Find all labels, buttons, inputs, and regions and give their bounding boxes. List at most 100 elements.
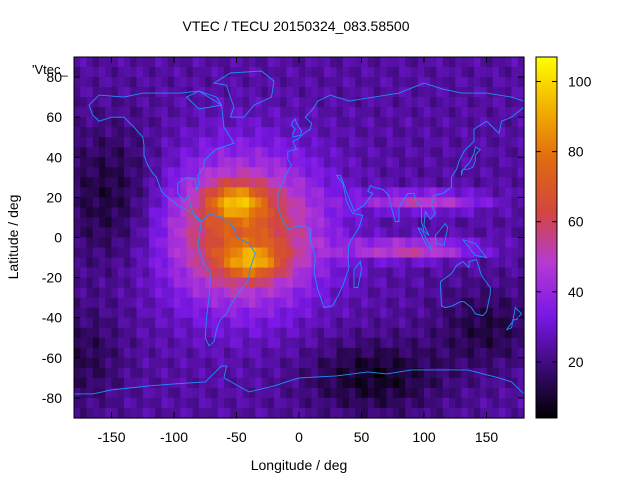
heat-cell xyxy=(474,227,481,239)
heat-cell xyxy=(317,157,325,168)
heat-cell xyxy=(111,57,119,68)
heat-cell xyxy=(242,137,250,148)
heat-cell xyxy=(249,187,256,198)
heat-cell xyxy=(486,327,494,339)
heat-cell xyxy=(492,147,500,158)
heat-cell xyxy=(449,167,456,178)
heat-cell xyxy=(436,387,444,399)
heat-cell xyxy=(492,57,500,68)
heat-cell xyxy=(480,57,488,68)
heat-cell xyxy=(361,287,369,299)
heat-cell xyxy=(186,147,194,158)
heat-cell xyxy=(411,317,419,329)
heat-cell xyxy=(361,97,369,108)
heat-cell xyxy=(92,87,100,98)
heat-cell xyxy=(399,67,406,78)
heat-cell xyxy=(180,127,188,138)
heat-cell xyxy=(205,377,213,389)
heat-cell xyxy=(155,337,163,349)
heat-cell xyxy=(80,57,88,68)
heat-cell xyxy=(217,247,225,259)
heat-cell xyxy=(367,67,375,78)
heat-cell xyxy=(286,117,294,128)
heat-cell xyxy=(161,67,169,78)
heat-cell xyxy=(386,357,394,369)
heat-cell xyxy=(499,407,506,419)
heat-cell xyxy=(267,77,275,88)
heat-cell xyxy=(199,257,206,269)
heat-cell xyxy=(261,367,269,379)
heat-cell xyxy=(511,207,519,219)
heat-cell xyxy=(236,157,244,168)
heat-cell xyxy=(130,217,138,229)
heat-cell xyxy=(336,327,344,339)
heat-cell xyxy=(205,197,213,209)
heat-cell xyxy=(274,77,281,88)
heat-cell xyxy=(292,237,300,249)
heat-cell xyxy=(411,57,419,68)
heat-cell xyxy=(180,257,188,269)
heat-cell xyxy=(324,257,331,269)
heat-cell xyxy=(92,357,100,369)
heat-cell xyxy=(74,57,81,68)
heat-cell xyxy=(330,297,338,309)
heat-cell xyxy=(405,117,413,128)
heat-cell xyxy=(155,187,163,198)
heat-cell xyxy=(417,347,425,359)
heat-cell xyxy=(74,97,81,108)
heat-cell xyxy=(280,77,288,88)
heat-cell xyxy=(405,367,413,379)
heat-cell xyxy=(80,127,88,138)
heat-cell xyxy=(499,107,506,118)
heat-cell xyxy=(205,347,213,359)
heat-cell xyxy=(149,307,156,319)
heat-cell xyxy=(305,257,313,269)
heat-cell xyxy=(436,137,444,148)
heat-cell xyxy=(292,87,300,98)
heat-cell xyxy=(305,197,313,209)
heat-cell xyxy=(111,77,119,88)
heat-cell xyxy=(136,257,144,269)
heat-cell xyxy=(336,317,344,329)
heat-cell xyxy=(461,337,469,349)
heat-cell xyxy=(99,97,106,108)
heat-cell xyxy=(336,357,344,369)
heat-cell xyxy=(199,227,206,239)
heat-cell xyxy=(130,307,138,319)
heat-cell xyxy=(505,267,513,279)
heat-cell xyxy=(180,337,188,349)
heat-cell xyxy=(405,317,413,329)
heat-cell xyxy=(399,277,406,289)
heat-cell xyxy=(149,157,156,168)
heat-cell xyxy=(361,377,369,389)
heat-cell xyxy=(155,277,163,289)
heat-cell xyxy=(92,97,100,108)
heat-cell xyxy=(186,367,194,379)
heat-cell xyxy=(449,347,456,359)
heat-cell xyxy=(92,77,100,88)
heat-cell xyxy=(424,407,431,419)
heat-cell xyxy=(292,287,300,299)
heat-cell xyxy=(224,167,231,178)
heat-cell xyxy=(517,407,525,419)
heat-cell xyxy=(386,157,394,168)
heat-cell xyxy=(99,407,106,419)
heat-cell xyxy=(474,377,481,389)
heat-cell xyxy=(174,107,181,118)
heat-cell xyxy=(430,157,438,168)
heat-cell xyxy=(230,317,238,329)
heat-cell xyxy=(361,367,369,379)
heat-cell xyxy=(424,267,431,279)
heat-cell xyxy=(211,347,219,359)
heat-cell xyxy=(155,347,163,359)
heat-cell xyxy=(180,297,188,309)
heat-cell xyxy=(517,207,525,219)
heat-cell xyxy=(336,57,344,68)
heat-cell xyxy=(292,227,300,239)
heat-cell xyxy=(474,107,481,118)
coastline-new-guinea xyxy=(462,239,488,259)
heat-cell xyxy=(117,87,125,98)
heat-cell xyxy=(361,147,369,158)
heat-cell xyxy=(142,227,150,239)
heat-cell xyxy=(86,97,94,108)
